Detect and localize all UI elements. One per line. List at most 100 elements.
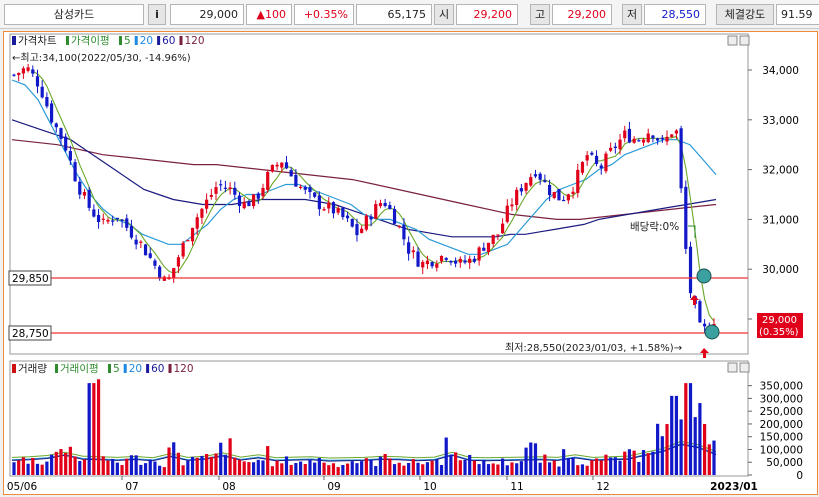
candle-body[interactable] [96,215,101,223]
candle-body[interactable] [421,261,425,268]
candle-body[interactable] [341,207,345,218]
candle-body[interactable] [350,218,354,227]
volume-bar[interactable] [679,419,683,475]
candle-body[interactable] [40,86,44,98]
volume-bar[interactable] [369,460,373,475]
price-panel-maximize-button[interactable] [739,35,750,46]
candle-body[interactable] [294,175,298,187]
volume-bar[interactable] [529,442,533,475]
volume-bar[interactable] [547,462,552,475]
volume-bar[interactable] [176,452,181,475]
volume-bar[interactable] [26,463,30,475]
volume-bar[interactable] [477,464,481,475]
candle-body[interactable] [641,139,646,143]
candle-body[interactable] [228,187,232,190]
volume-bar[interactable] [524,447,528,475]
candle-body[interactable] [120,219,124,221]
volume-bar[interactable] [31,457,35,475]
candle-body[interactable] [425,260,430,265]
volume-bar[interactable] [59,449,63,475]
candle-body[interactable] [618,139,622,150]
candle-body[interactable] [17,72,21,76]
volume-bar[interactable] [139,464,143,475]
candle-body[interactable] [317,195,321,210]
candle-body[interactable] [331,202,336,214]
candle-body[interactable] [223,187,228,189]
volume-bar[interactable] [200,455,204,475]
volume-bar[interactable] [712,440,716,475]
candle-body[interactable] [364,215,368,230]
volume-bar[interactable] [143,463,148,475]
volume-bar[interactable] [209,456,213,475]
volume-bar[interactable] [402,465,406,475]
volume-bar[interactable] [54,451,58,475]
candle-body[interactable] [181,242,185,257]
candle-body[interactable] [143,244,148,256]
candle-body[interactable] [101,218,105,220]
volume-bar[interactable] [500,458,505,475]
candle-body[interactable] [609,147,613,151]
volume-bar[interactable] [294,462,298,475]
candle-body[interactable] [557,189,561,201]
volume-bar[interactable] [707,444,711,475]
candle-body[interactable] [266,171,270,190]
volume-bar[interactable] [411,459,415,475]
volume-bar[interactable] [646,453,650,475]
volume-bar[interactable] [641,450,646,475]
volume-bar[interactable] [623,451,627,475]
candle-body[interactable] [407,242,411,254]
stock-chart[interactable]: 29,850 28,750 가격차트 가격이평 5 20 60 120 거래량 거래이평 5 2… [4,32,817,494]
candle-body[interactable] [599,165,603,169]
candle-body[interactable] [280,162,284,168]
volume-bar[interactable] [491,463,495,475]
volume-bar[interactable] [458,460,462,475]
volume-bar[interactable] [101,456,105,475]
candle-body[interactable] [444,258,448,260]
volume-bar[interactable] [186,460,190,475]
volume-ma60-line[interactable] [11,443,717,462]
volume-bar[interactable] [64,452,68,475]
candle-body[interactable] [186,240,190,242]
candle-body[interactable] [566,194,570,201]
volume-bar[interactable] [96,379,101,475]
candle-body[interactable] [623,130,627,139]
candle-body[interactable] [552,191,556,199]
candle-body[interactable] [261,187,265,197]
candle-body[interactable] [355,224,359,236]
ma120-line[interactable] [11,139,717,220]
candle-body[interactable] [519,188,523,192]
volume-bar[interactable] [280,463,284,475]
volume-bar[interactable] [665,424,669,475]
candle-body[interactable] [651,135,655,139]
candle-body[interactable] [256,193,260,199]
candle-body[interactable] [45,97,49,107]
candle-body[interactable] [172,267,176,278]
volume-bar[interactable] [251,462,256,475]
volume-bar[interactable] [590,460,594,475]
volume-bar[interactable] [388,458,392,475]
candle-body[interactable] [374,204,378,219]
candle-body[interactable] [251,194,256,206]
volume-bar[interactable] [430,460,434,475]
volume-bar[interactable] [435,459,439,475]
candle-body[interactable] [500,223,505,234]
volume-bar[interactable] [656,423,660,475]
volume-bar[interactable] [632,450,636,475]
volume-bar[interactable] [585,465,589,475]
candle-body[interactable] [200,208,204,218]
candle-body[interactable] [515,189,519,206]
candle-body[interactable] [543,180,547,183]
candle-body[interactable] [576,169,580,193]
volume-bar[interactable] [364,458,368,475]
candle-body[interactable] [416,251,420,267]
volume-bar[interactable] [383,453,387,475]
volume-bar[interactable] [275,460,279,475]
volume-bar[interactable] [444,437,448,475]
candle-body[interactable] [327,202,331,209]
volume-bar[interactable] [17,460,21,475]
candle-body[interactable] [176,257,181,267]
candle-body[interactable] [604,153,608,172]
candle-body[interactable] [660,137,664,140]
volume-bar[interactable] [341,464,345,475]
candle-body[interactable] [594,155,599,164]
